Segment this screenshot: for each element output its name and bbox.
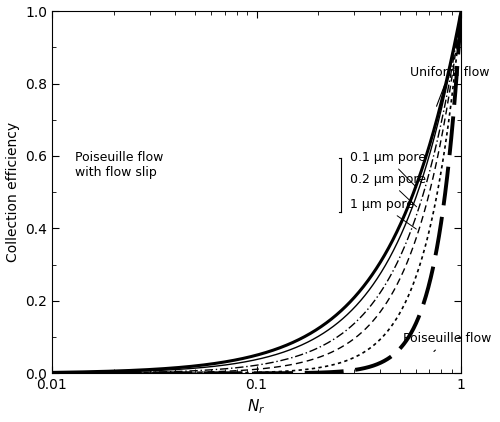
Text: Poiseuille flow: Poiseuille flow [403, 333, 492, 352]
Text: 1 μm pore: 1 μm pore [350, 198, 416, 229]
X-axis label: $N_r$: $N_r$ [248, 398, 266, 417]
Text: 0.2 μm pore: 0.2 μm pore [350, 173, 426, 207]
Y-axis label: Collection efficiency: Collection efficiency [6, 122, 20, 262]
Text: Uniform flow: Uniform flow [410, 66, 489, 106]
Text: Poiseuille flow
with flow slip: Poiseuille flow with flow slip [76, 151, 164, 179]
Text: 0.1 μm pore: 0.1 μm pore [350, 151, 426, 188]
